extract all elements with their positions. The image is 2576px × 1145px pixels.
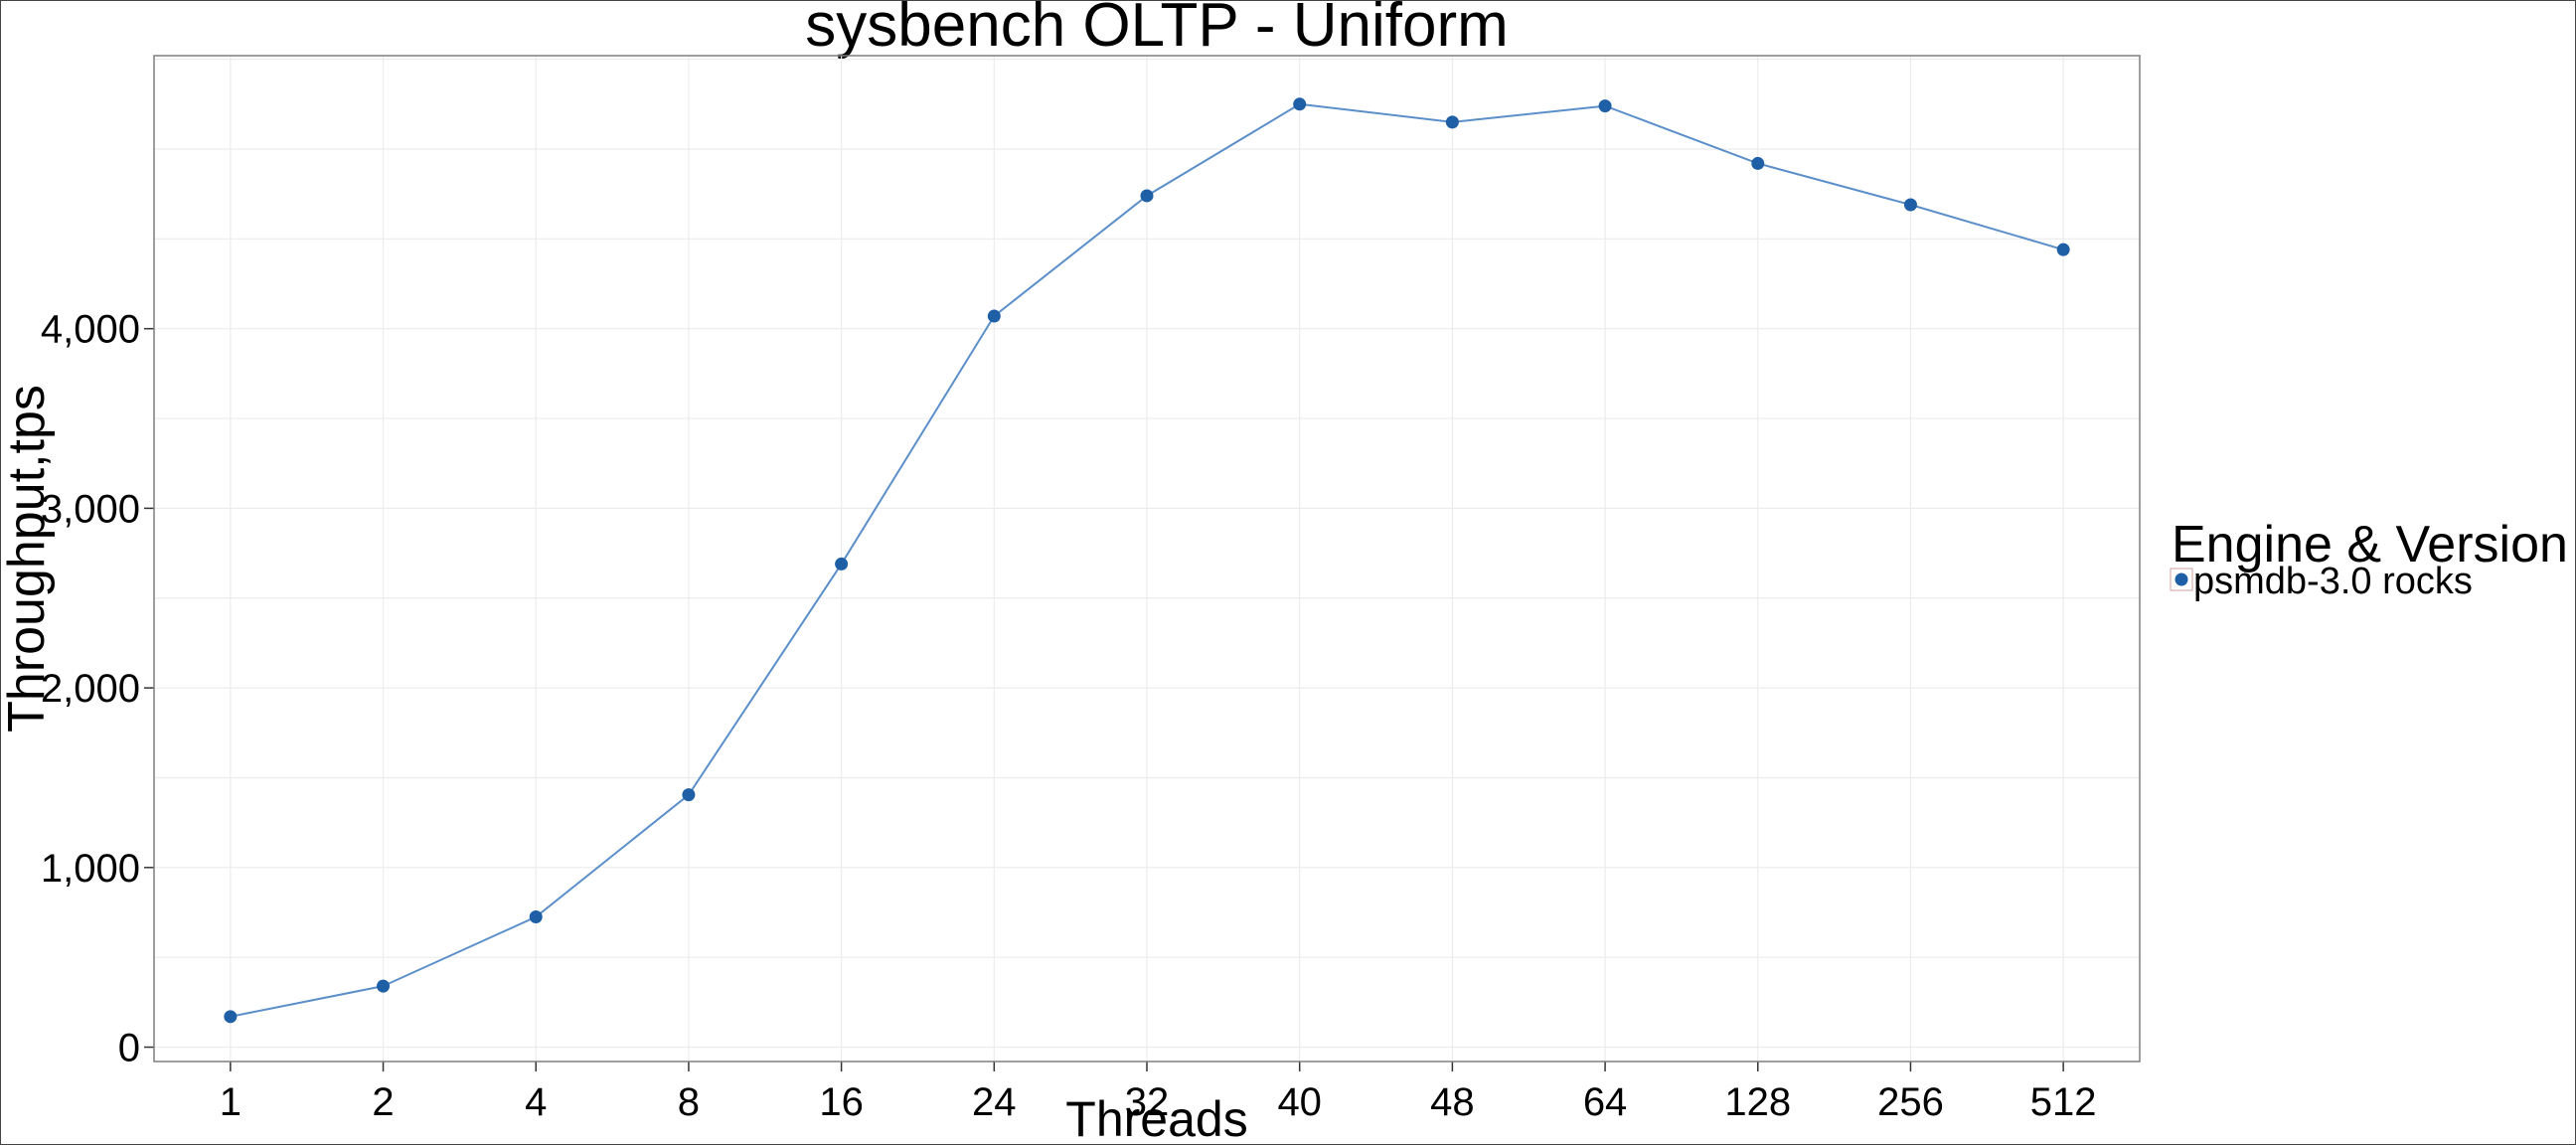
data-point	[224, 1010, 238, 1024]
data-point	[377, 979, 391, 993]
x-tick-label: 16	[819, 1080, 864, 1124]
data-point	[1903, 198, 1917, 212]
x-tick-label: 128	[1724, 1080, 1791, 1124]
x-tick-label: 40	[1277, 1080, 1322, 1124]
x-tick-label: 2	[372, 1080, 394, 1124]
y-tick-label: 0	[118, 1027, 140, 1070]
series-marks	[224, 97, 2070, 1024]
x-tick-label: 4	[525, 1080, 547, 1124]
legend-key-marker	[2174, 572, 2188, 586]
y-tick-label: 2,000	[41, 667, 140, 711]
x-tick-label: 64	[1583, 1080, 1628, 1124]
data-point	[1445, 115, 1459, 129]
data-point	[682, 788, 696, 802]
legend: Engine & Version psmdb-3.0 rocks	[2170, 516, 2568, 602]
y-tick-label: 1,000	[41, 847, 140, 891]
x-tick-label: 48	[1430, 1080, 1475, 1124]
data-point	[1293, 97, 1307, 111]
data-point	[2056, 243, 2070, 256]
x-tick-label: 256	[1877, 1080, 1944, 1124]
data-point	[987, 309, 1001, 323]
chart-title: sysbench OLTP - Uniform	[805, 0, 1509, 60]
legend-title: Engine & Version	[2172, 516, 2568, 573]
y-axis-label: Throughput,tps	[0, 385, 56, 733]
data-point	[835, 557, 849, 571]
x-tick-label: 24	[972, 1080, 1017, 1124]
x-tick-label: 512	[2030, 1080, 2097, 1124]
x-axis-label: Threads	[1065, 1091, 1247, 1145]
legend-entry-label: psmdb-3.0 rocks	[2193, 561, 2473, 602]
data-point	[1751, 156, 1765, 170]
data-point	[1598, 99, 1612, 113]
x-tick-label: 32	[1125, 1080, 1170, 1124]
data-point	[529, 910, 543, 924]
x-tick-label: 8	[678, 1080, 700, 1124]
y-tick-label: 3,000	[41, 487, 140, 531]
data-point	[1140, 189, 1154, 203]
x-tick-label: 1	[220, 1080, 242, 1124]
y-tick-label: 4,000	[41, 308, 140, 352]
gridlines	[154, 56, 2140, 1062]
plot-panel-border	[153, 55, 2141, 1063]
